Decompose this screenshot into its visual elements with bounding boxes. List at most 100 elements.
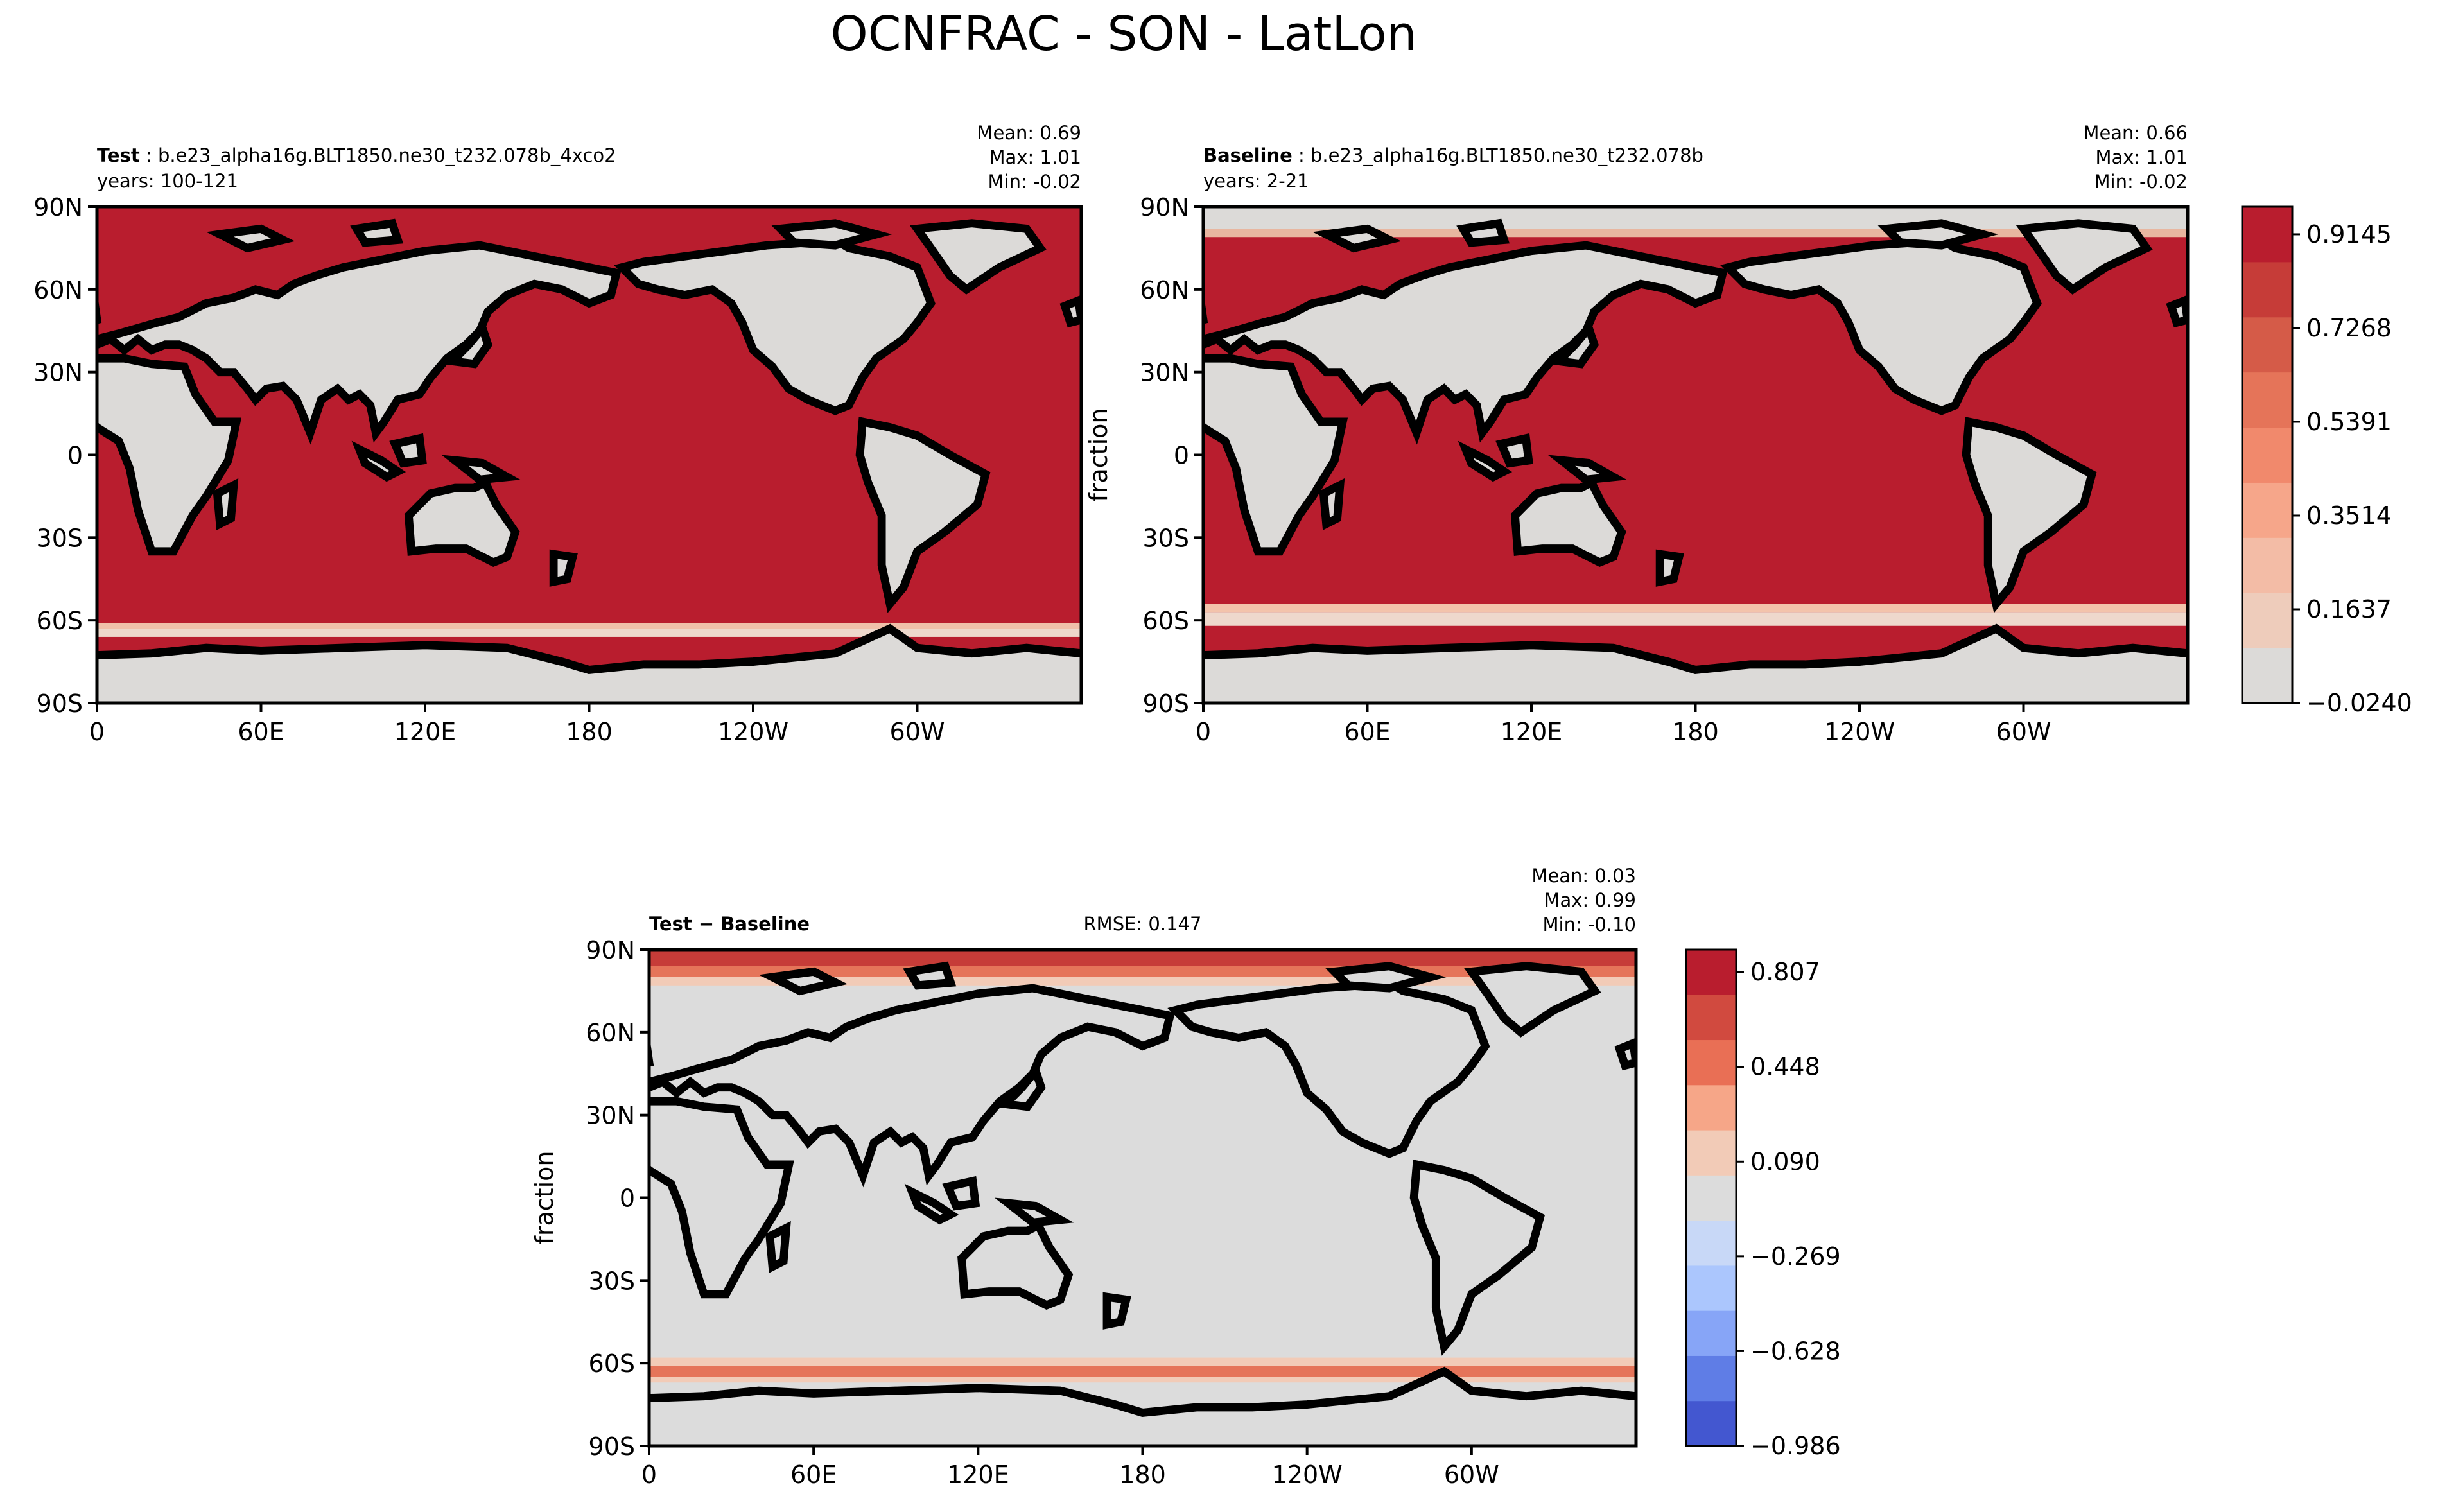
sea-ice-band bbox=[97, 629, 1081, 637]
panel-years: years: 2-21 bbox=[1203, 170, 1309, 192]
y-tick-label: 0 bbox=[1174, 442, 1189, 470]
sea-ice-band bbox=[1203, 612, 2188, 626]
colorbar-label: −0.269 bbox=[1750, 1242, 1841, 1271]
map-panel-test bbox=[88, 205, 1083, 712]
y-tick-label: 60S bbox=[1143, 607, 1189, 635]
y-tick-label: 30N bbox=[1140, 359, 1189, 387]
colorbar-swatch bbox=[2242, 537, 2292, 593]
colorbar-swatch bbox=[1686, 1039, 1736, 1086]
colorbar-swatch bbox=[1686, 1220, 1736, 1266]
panel-title-case: : b.e23_alpha16g.BLT1850.ne30_t232.078b bbox=[1293, 144, 1703, 166]
x-tick-label: 60E bbox=[790, 1461, 837, 1489]
colorbar-label: 0.7268 bbox=[2306, 314, 2392, 342]
colorbar-swatch bbox=[2242, 317, 2292, 373]
x-tick-label: 120E bbox=[947, 1461, 1009, 1489]
panel-title-bold: Test bbox=[97, 144, 140, 166]
x-tick-label: 0 bbox=[89, 718, 105, 746]
y-tick-label: 90N bbox=[33, 193, 83, 222]
colorbar-swatch bbox=[2242, 372, 2292, 428]
panel-title: Test − Baseline bbox=[649, 913, 810, 935]
colorbar-label: 0.3514 bbox=[2306, 501, 2392, 530]
x-tick-label: 120W bbox=[1272, 1461, 1343, 1489]
colorbar-swatch bbox=[1686, 950, 1736, 995]
y-tick-label: 60N bbox=[1140, 276, 1189, 304]
x-tick-label: 180 bbox=[566, 718, 613, 746]
stat-1: Max: 1.01 bbox=[2095, 146, 2188, 168]
y-tick-label: 90N bbox=[586, 936, 635, 964]
y-tick-label: 90S bbox=[1143, 690, 1189, 718]
stat-2: Min: -0.02 bbox=[2094, 171, 2188, 193]
colorbar-label: 0.448 bbox=[1750, 1053, 1820, 1081]
y-tick-label: 90S bbox=[37, 690, 83, 718]
y-tick-label: 60N bbox=[33, 276, 83, 304]
y-tick-label: 60N bbox=[586, 1019, 635, 1047]
stat-2: Min: -0.02 bbox=[988, 171, 1081, 193]
colorbar-label: 0.1637 bbox=[2306, 595, 2392, 623]
x-tick-label: 60W bbox=[890, 718, 945, 746]
y-tick-label: 90N bbox=[1140, 193, 1189, 222]
colorbar-label: 0.5391 bbox=[2306, 408, 2392, 436]
colorbar-label: 0.9145 bbox=[2306, 220, 2392, 248]
sea-ice-edge-band bbox=[1203, 604, 2188, 613]
colorbar-swatch bbox=[1686, 995, 1736, 1041]
stat-1: Max: 1.01 bbox=[989, 146, 1081, 168]
map-panel-baseline bbox=[1194, 205, 2190, 712]
x-tick-label: 60E bbox=[1344, 718, 1390, 746]
panel-title: Test : b.e23_alpha16g.BLT1850.ne30_t232.… bbox=[97, 144, 616, 166]
stat-2: Min: -0.10 bbox=[1543, 914, 1636, 935]
colorbar-label: −0.0240 bbox=[2306, 689, 2412, 717]
stat-0: Mean: 0.66 bbox=[2083, 122, 2188, 144]
x-tick-label: 120E bbox=[394, 718, 457, 746]
y-tick-label: 30S bbox=[589, 1267, 635, 1295]
y-tick-label: 30S bbox=[1143, 524, 1189, 552]
y-tick-label: 30N bbox=[586, 1102, 635, 1130]
southern-diff-fade-band-2 bbox=[649, 1377, 1636, 1383]
sea-ice-edge-band bbox=[97, 623, 1081, 629]
y-tick-label: 0 bbox=[620, 1185, 635, 1213]
figure-title: OCNFRAC - SON - LatLon bbox=[830, 6, 1416, 62]
panel-title-case: : b.e23_alpha16g.BLT1850.ne30_t232.078b_… bbox=[140, 144, 616, 166]
y-tick-label: 0 bbox=[67, 442, 83, 470]
panel-years: years: 100-121 bbox=[97, 170, 238, 192]
panel-title-bold: Baseline bbox=[1203, 144, 1293, 166]
colorbar-swatch bbox=[1686, 1355, 1736, 1402]
x-tick-label: 180 bbox=[1672, 718, 1719, 746]
colorbar-main bbox=[2241, 205, 2300, 704]
colorbar-swatch bbox=[1686, 1310, 1736, 1356]
y-tick-label: 30N bbox=[33, 359, 83, 387]
southern-diff-fade-band bbox=[649, 1357, 1636, 1366]
colorbar-swatch bbox=[2242, 593, 2292, 648]
stat-0: Mean: 0.03 bbox=[1531, 865, 1636, 887]
x-tick-label: 120E bbox=[1501, 718, 1563, 746]
y-axis-label: fraction bbox=[530, 1151, 559, 1245]
colorbar-label: −0.628 bbox=[1750, 1337, 1841, 1365]
x-tick-label: 180 bbox=[1119, 1461, 1166, 1489]
x-tick-label: 0 bbox=[641, 1461, 657, 1489]
y-tick-label: 30S bbox=[37, 524, 83, 552]
colorbar-swatch bbox=[1686, 1400, 1736, 1447]
stat-0: Mean: 0.69 bbox=[977, 122, 1081, 144]
colorbar-label: 0.807 bbox=[1750, 958, 1820, 986]
colorbar-diff bbox=[1685, 948, 1744, 1447]
x-tick-label: 120W bbox=[718, 718, 788, 746]
southern-diff-band bbox=[649, 1366, 1636, 1377]
panel-title-bold: Test − Baseline bbox=[649, 913, 810, 935]
colorbar-swatch bbox=[1686, 1265, 1736, 1311]
colorbar-swatch bbox=[1686, 1130, 1736, 1176]
colorbar-label: 0.090 bbox=[1750, 1147, 1820, 1176]
y-tick-label: 60S bbox=[37, 607, 83, 635]
map-panel-diff bbox=[640, 948, 1638, 1455]
x-tick-label: 60W bbox=[1996, 718, 2051, 746]
colorbar-swatch bbox=[2242, 261, 2292, 318]
panel-title: Baseline : b.e23_alpha16g.BLT1850.ne30_t… bbox=[1203, 144, 1703, 166]
y-tick-label: 60S bbox=[589, 1350, 635, 1378]
x-tick-label: 60W bbox=[1444, 1461, 1499, 1489]
y-tick-label: 90S bbox=[589, 1432, 635, 1461]
colorbar-swatch bbox=[1686, 1084, 1736, 1131]
colorbar-swatch bbox=[1686, 1175, 1736, 1221]
arctic-diff-band bbox=[649, 950, 1636, 966]
colorbar-swatch bbox=[2242, 482, 2292, 538]
colorbar-swatch bbox=[2242, 427, 2292, 483]
x-tick-label: 60E bbox=[238, 718, 284, 746]
